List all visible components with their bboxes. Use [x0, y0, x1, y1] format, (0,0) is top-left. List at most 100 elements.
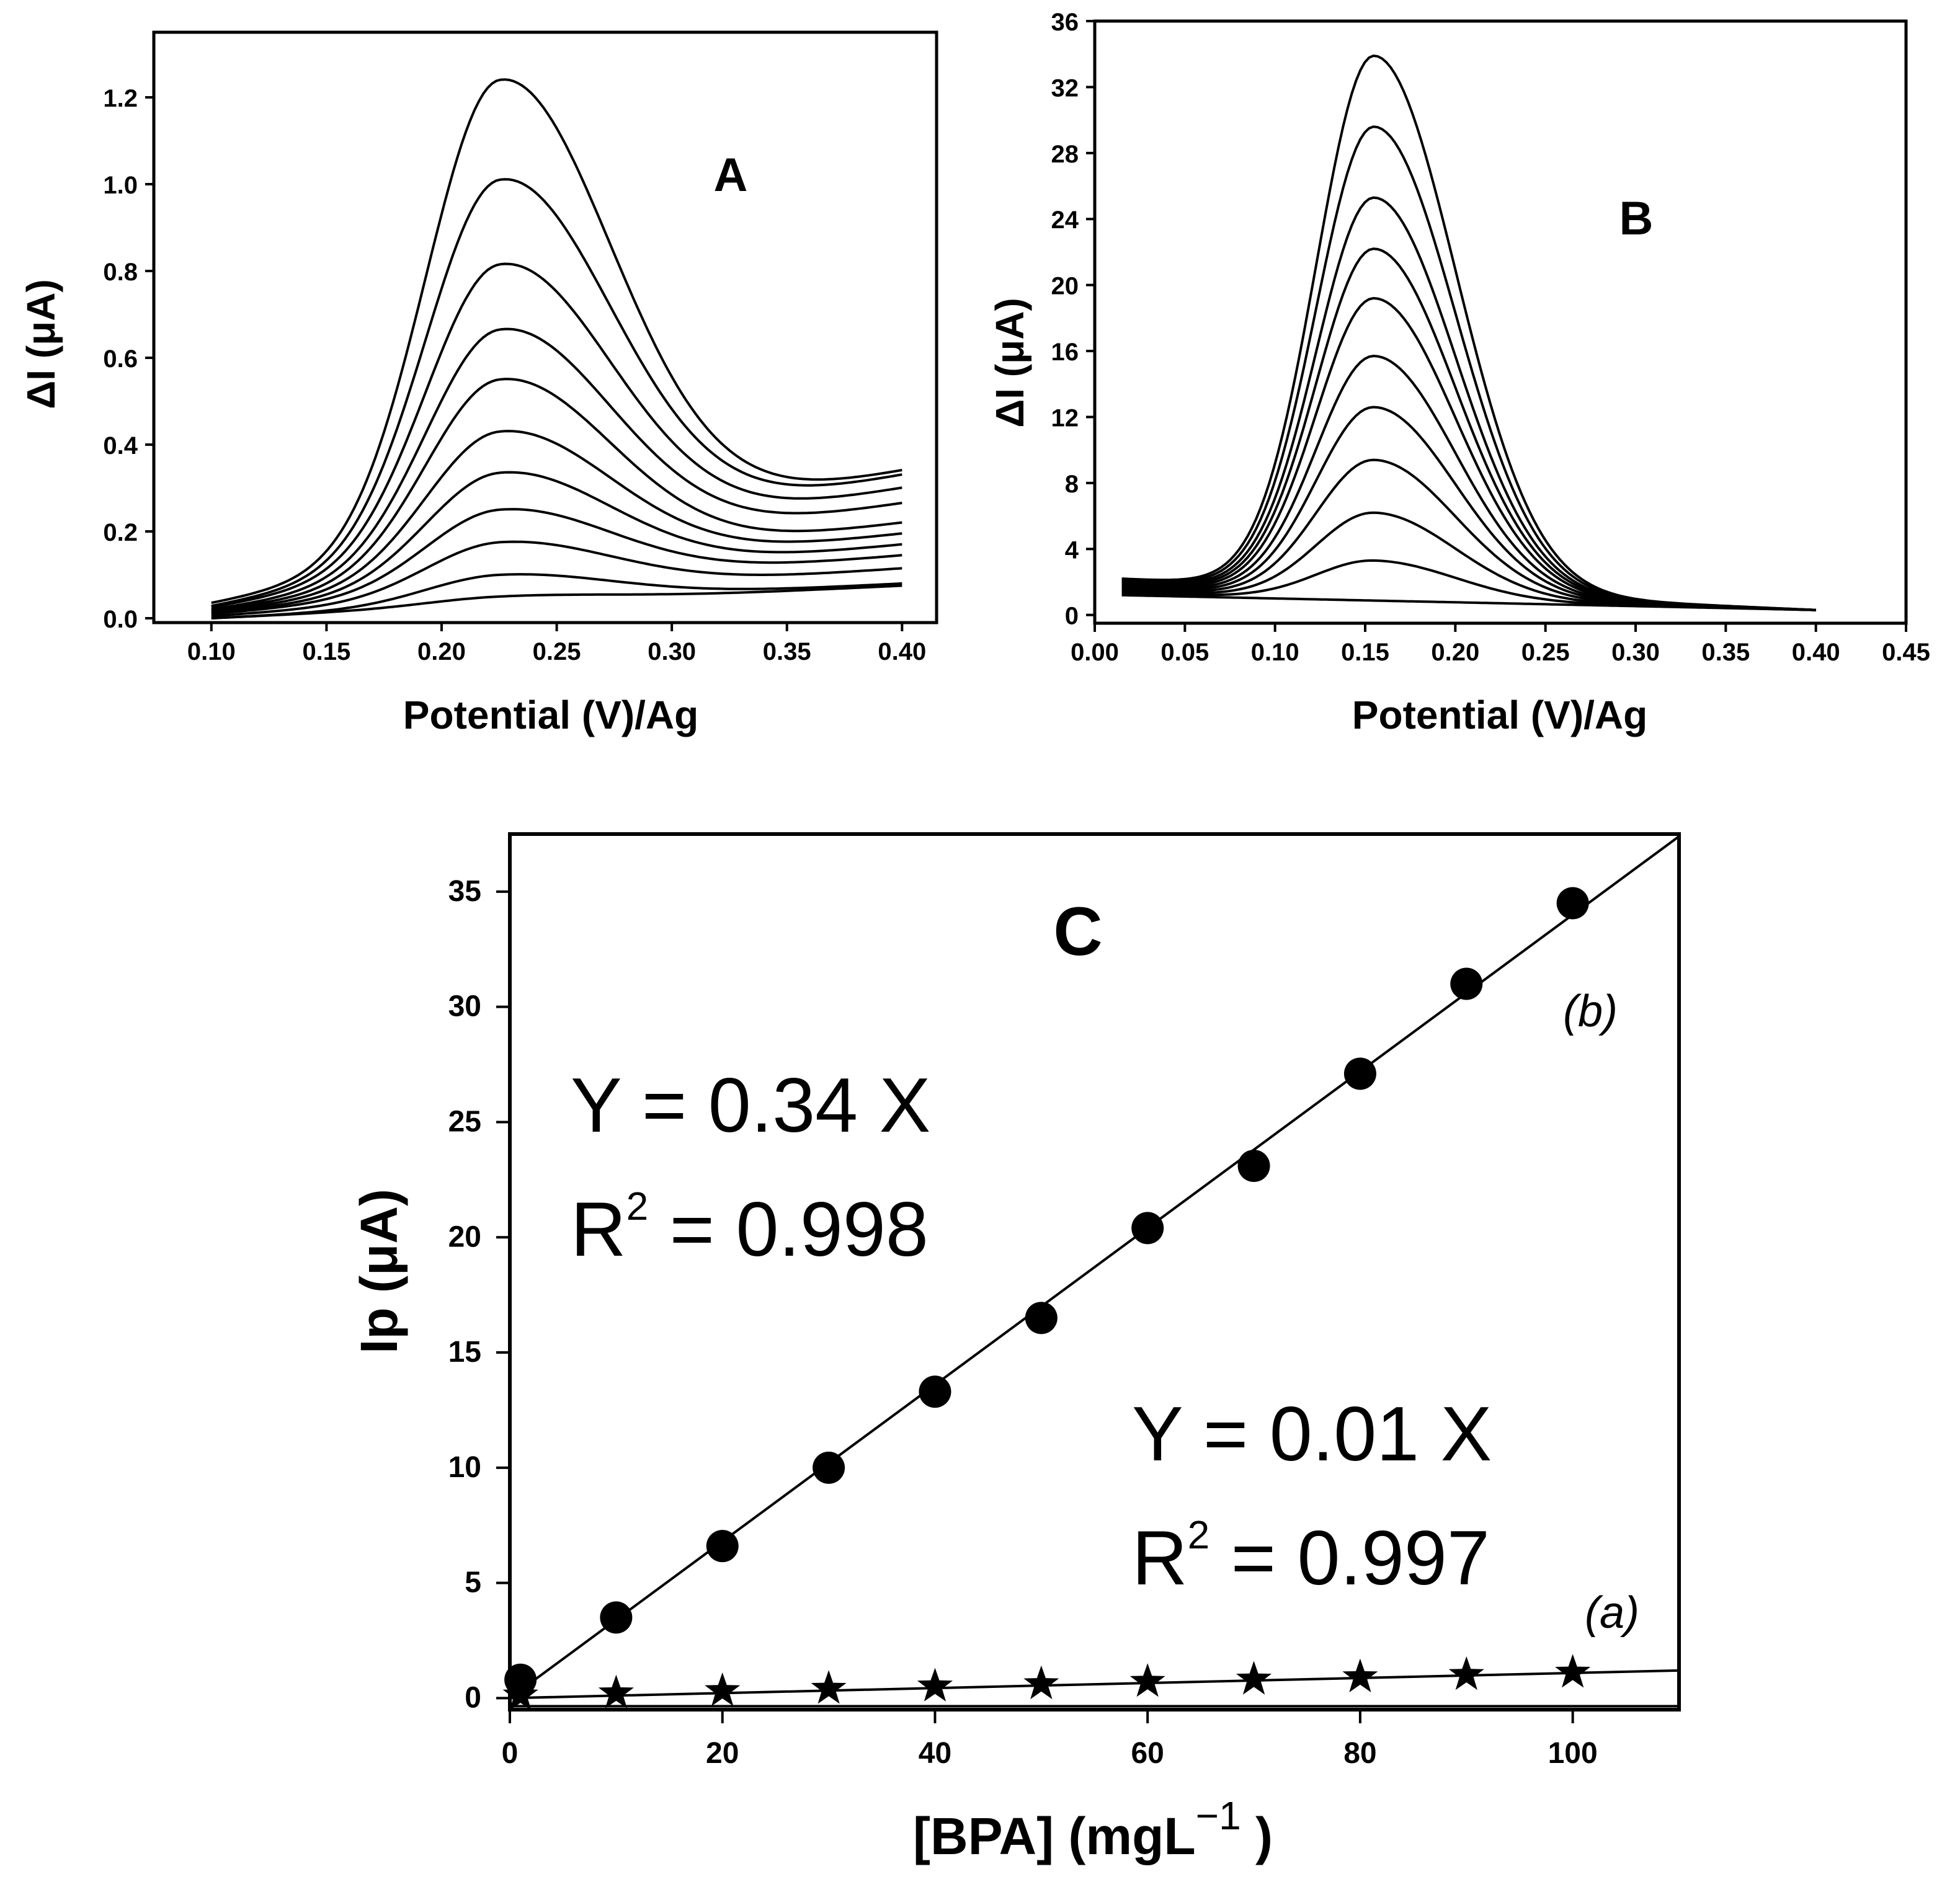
chart-a-curve-0: [211, 584, 902, 619]
chart-a-x-tick-label-3: 0.25: [533, 638, 581, 665]
chart-c-point-b: [600, 1601, 633, 1634]
chart-c-point-b: [1343, 1057, 1376, 1090]
chart-b-y-tick-label-1: 4: [1065, 536, 1079, 564]
chart-a-curve-3: [211, 508, 902, 615]
chart-b-x-tick-label-9: 0.45: [1882, 639, 1930, 666]
chart-a-x-tick-label-2: 0.20: [417, 638, 466, 665]
chart-a-y-tick-label-2: 0.4: [103, 432, 138, 460]
chart-c-y-tick-label-0: 0: [465, 1681, 481, 1714]
chart-b-curve-8: [1121, 196, 1816, 611]
chart-a-y-tick-label-5: 1.0: [103, 172, 138, 199]
chart-b-x-axis-label: Potential (V)/Ag: [1352, 693, 1647, 737]
chart-b-x-tick-label-5: 0.25: [1521, 639, 1570, 666]
chart-a-curve-9: [211, 178, 902, 608]
chart-c-y-tick-label-3: 15: [448, 1336, 481, 1369]
chart-c-y-tick-label-4: 20: [448, 1220, 481, 1253]
chart-c-r2-a: R2 = 0.997: [1132, 1512, 1490, 1601]
chart-c-x-tick-label-0: 0: [502, 1737, 519, 1770]
chart-a-panel-label: A: [714, 149, 748, 202]
chart-c-points: [502, 887, 1591, 1711]
chart-c-x-tick-label-2: 40: [919, 1737, 951, 1770]
chart-b-y-tick-label-5: 20: [1051, 273, 1079, 300]
chart-c-point-b: [1025, 1302, 1058, 1334]
chart-b-curves: [1121, 54, 1816, 611]
chart-c-x-tick-label-5: 100: [1548, 1737, 1598, 1770]
chart-a-frame: [152, 30, 938, 624]
chart-a-y-tick-label-1: 0.2: [103, 519, 138, 546]
chart-c-y-tick-label-5: 25: [448, 1105, 481, 1138]
chart-a-x-tick-label-4: 0.30: [648, 638, 696, 665]
chart-b-curve-3: [1121, 458, 1816, 611]
chart-c-y-tick-label-2: 10: [448, 1451, 481, 1484]
chart-b-y-tick-label-0: 0: [1065, 603, 1079, 630]
chart-a-x-axis-label: Potential (V)/Ag: [403, 693, 698, 737]
chart-b-y-tick-label-3: 12: [1051, 404, 1079, 432]
chart-b-y-axis-label: ΔI (μA): [987, 298, 1032, 428]
chart-a-x-tick-label-6: 0.40: [878, 638, 926, 665]
chart-a-curve-8: [211, 262, 902, 609]
chart-a-curves: [211, 78, 902, 619]
chart-b-y-tick-label-2: 8: [1065, 471, 1079, 498]
chart-c-point-b: [813, 1451, 845, 1484]
chart-c-point-a: [1023, 1665, 1059, 1700]
chart-b-y-tick-label-9: 36: [1051, 9, 1079, 36]
chart-c-point-a: [1555, 1654, 1591, 1688]
chart-a-curve-4: [211, 471, 902, 615]
chart-c-series-label-a: (a): [1585, 1588, 1639, 1638]
chart-a-curve-10: [211, 78, 902, 605]
chart-c-r2-b: R2 = 0.998: [571, 1184, 929, 1272]
chart-b-curve-10: [1121, 54, 1816, 611]
chart-a-y-tick-label-0: 0.0: [103, 606, 138, 633]
chart-b-panel-label: B: [1619, 192, 1654, 245]
chart-c-equation-b: Y = 0.34 X: [571, 1063, 930, 1148]
chart-b-x-tick-label-3: 0.15: [1341, 639, 1389, 666]
chart-b-x-tick-label-7: 0.35: [1701, 639, 1750, 666]
chart-b-curve-7: [1121, 247, 1816, 611]
chart-a-curve-2: [211, 540, 902, 618]
chart-c-point-a: [705, 1672, 741, 1707]
chart-b-x-tick-label-2: 0.10: [1251, 639, 1299, 666]
chart-c-series-label-b: (b): [1563, 987, 1618, 1036]
chart-c-frame: [508, 832, 1681, 1712]
chart-b-x-ticks: 0.00 0.05 0.10 0.15 0.20 0.25 0.30 0.35 0.40 0.45: [1071, 623, 1930, 666]
chart-c-y-tick-label-1: 5: [465, 1566, 481, 1599]
chart-a-curve-1: [211, 573, 902, 619]
chart-c-fit-line-b: [509, 835, 1680, 1700]
chart-b-x-tick-label-4: 0.20: [1431, 639, 1479, 666]
chart-b-y-tick-label-4: 16: [1051, 339, 1079, 366]
chart-a-x-tick-label-5: 0.35: [763, 638, 811, 665]
chart-b-y-tick-label-6: 24: [1051, 206, 1079, 234]
chart-c-point-a: [1342, 1658, 1378, 1692]
chart-c-y-ticks: 0 5 10 15 20 25 30 35: [448, 875, 510, 1714]
chart-c-y-tick-label-6: 30: [448, 990, 481, 1023]
chart-c-point-b: [706, 1530, 739, 1563]
chart-b-y-ticks: 0 4 8 12 16 20 24 28 32 36: [1051, 9, 1095, 630]
chart-c-point-b: [1556, 887, 1589, 920]
chart-c-point-b: [919, 1375, 951, 1408]
chart-a-curve-5: [211, 430, 902, 613]
chart-c-fit-lines: [509, 835, 1680, 1708]
chart-a-x-tick-label-0: 0.10: [187, 638, 236, 665]
chart-a-curve-7: [211, 327, 902, 611]
chart-a-y-tick-label-6: 1.2: [103, 85, 138, 112]
chart-b-x-tick-label-6: 0.30: [1611, 639, 1660, 666]
chart-c-y-axis-label: Ip (μA): [350, 1189, 408, 1354]
chart-a-x-tick-label-1: 0.15: [302, 638, 350, 665]
chart-c-point-a: [1236, 1661, 1272, 1695]
chart-a-y-ticks: 0.0 0.2 0.4 0.6 0.8 1.0 1.2: [103, 85, 154, 633]
chart-a-curve-6: [211, 378, 902, 612]
chart-c-x-tick-label-4: 80: [1343, 1737, 1376, 1770]
chart-c-point-a: [502, 1677, 538, 1711]
chart-a-y-axis-label: ΔI (μA): [19, 279, 63, 409]
chart-b-x-tick-label-0: 0.00: [1071, 639, 1119, 666]
chart-b-frame: [1093, 19, 1908, 625]
chart-b-x-tick-label-1: 0.05: [1160, 639, 1209, 666]
chart-c-point-b: [1450, 967, 1483, 1000]
chart-c-equation-a: Y = 0.01 X: [1132, 1392, 1492, 1477]
chart-c-y-tick-label-7: 35: [448, 875, 481, 908]
chart-c-point-a: [811, 1670, 847, 1704]
chart-c-x-ticks: 0 20 40 60 80 100: [502, 1710, 1598, 1770]
chart-c-point-b: [1131, 1212, 1164, 1245]
chart-c-panel-label: C: [1053, 894, 1102, 970]
chart-c-fit-line-a: [509, 1669, 1680, 1700]
